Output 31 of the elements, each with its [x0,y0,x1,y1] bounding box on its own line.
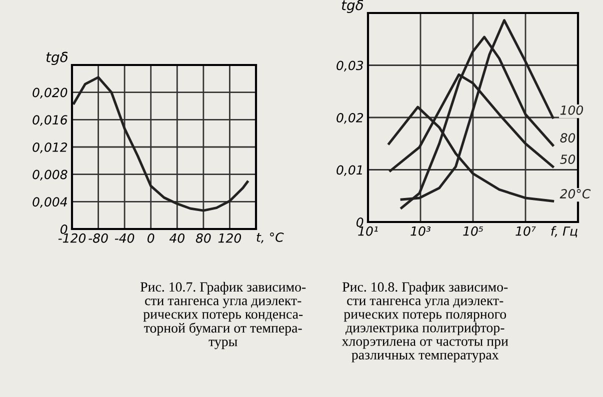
series-label: 100 [560,105,584,115]
y-tick-label: 0 [356,217,364,227]
x-tick-label: 120 [218,233,242,243]
text: Рис. 10.7. График зависимо- сти тангенса угла диэлект- рических потерь конденса- торной бумаги от темпера- туры [140,282,306,350]
y-tick-label: 0,03 [336,60,364,72]
x-tick-label: 40 [169,233,184,243]
y-axis-title: tgδ [46,52,68,65]
series-label: 20°C [560,189,591,198]
y-tick-label: 0,020 [32,88,68,99]
series-label: 50 [560,154,576,164]
x-tick-label: 10⁵ [463,226,483,236]
y-tick-label: 0,016 [32,115,68,126]
x-tick-label: 10⁷ [516,226,536,236]
x-tick-label: 10¹ [358,226,378,236]
y-tick-label: 0,008 [32,170,68,181]
x-tick-label: 80 [196,233,211,243]
x-tick-label: -120 [58,233,86,243]
x-tick-label: -80 [88,233,108,243]
x-tick-label: 10³ [410,226,431,236]
x-tick-label: 0 [148,233,154,243]
y-tick-label: 0,004 [32,197,67,208]
y-tick-label: 0,012 [32,142,68,154]
x-axis-title: t, °C [256,232,284,244]
x-axis-title: f, Гц [551,226,578,238]
line-series [72,76,249,212]
x-tick-label: -40 [114,233,134,243]
series-label: 80 [560,133,576,143]
y-axis-title: tgδ [342,0,364,13]
text: Рис. 10.8. График зависимо- сти тангенса угла диэлект- рических потерь полярного диэлектрика политрифтор- хлорэтилена от частоты при различных температурах [342,282,508,362]
y-tick-label: 0,02 [336,112,364,124]
y-tick-label: 0,01 [336,165,362,176]
